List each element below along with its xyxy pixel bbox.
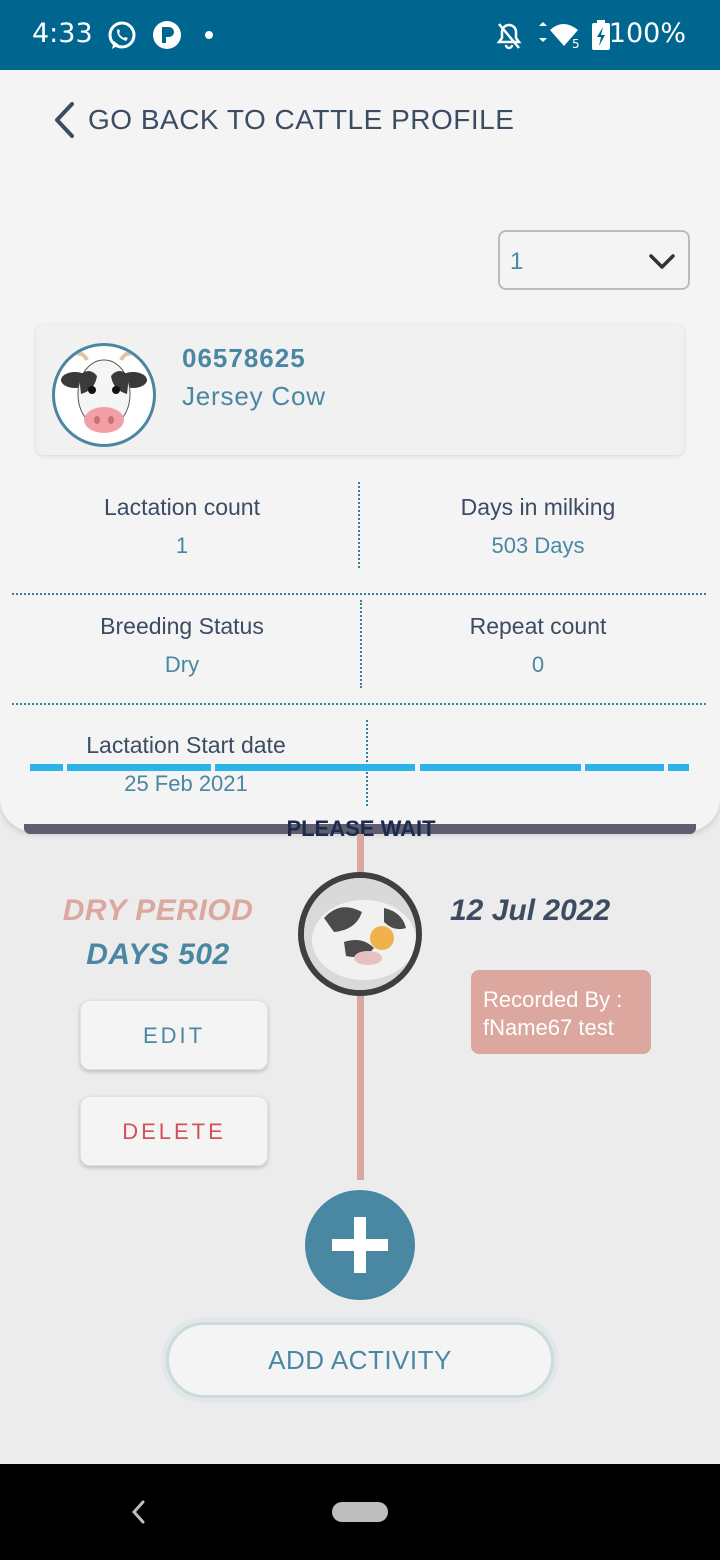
cattle-avatar	[52, 343, 156, 447]
edit-button[interactable]: EDIT	[80, 1000, 268, 1070]
notification-dot-icon	[205, 31, 213, 39]
mute-bell-icon	[496, 23, 522, 50]
recorded-by-badge: Recorded By : fName67 test	[471, 970, 651, 1054]
stats-divider-vertical	[366, 720, 368, 806]
repeat-count-label: Repeat count	[469, 613, 607, 639]
timeline-line	[357, 994, 364, 1180]
battery-level: 100%	[608, 18, 686, 49]
cattle-info-card: 06578625 Jersey Cow	[36, 325, 684, 455]
back-to-cattle-profile-link[interactable]: GO BACK TO CATTLE PROFILE	[50, 100, 514, 140]
breeding-status-label: Breeding Status	[100, 613, 264, 639]
repeat-count-value: 0	[531, 652, 545, 677]
cow-face-icon	[61, 351, 147, 433]
nav-back-icon[interactable]	[128, 1498, 148, 1526]
chevron-down-icon	[649, 254, 675, 269]
timeline-line	[357, 834, 364, 874]
progress-segment	[585, 764, 664, 771]
wifi-icon: 5	[539, 22, 580, 50]
stats-divider-vertical	[360, 600, 362, 688]
status-time: 4:33	[32, 18, 93, 49]
days-in-milking-value: 503 Days	[491, 533, 585, 558]
stats-divider-horizontal	[12, 593, 706, 595]
lactation-start-value: 25 Feb 2021	[124, 771, 248, 796]
progress-segment	[420, 764, 581, 771]
loading-bar	[24, 824, 696, 834]
cattle-breed: Jersey Cow	[182, 381, 326, 411]
add-activity-button[interactable]: ADD ACTIVITY	[166, 1322, 554, 1398]
lactation-count-label: Lactation count	[103, 494, 260, 520]
stats-divider-horizontal	[12, 703, 706, 705]
system-navigation-bar	[0, 1464, 720, 1560]
add-event-button[interactable]	[305, 1190, 415, 1300]
breeding-status-value: Dry	[164, 652, 200, 677]
days-in-milking-label: Days in milking	[460, 494, 616, 520]
cattle-id: 06578625	[182, 343, 306, 373]
lactation-count-value: 1	[175, 533, 189, 558]
whatsapp-icon	[108, 21, 136, 49]
status-bar: 4:33 5 100%	[0, 0, 720, 70]
lactation-start-label: Lactation Start date	[86, 732, 286, 758]
stats-divider-vertical	[358, 482, 360, 568]
delete-button[interactable]: DELETE	[80, 1096, 268, 1166]
battery-charging-icon	[592, 20, 610, 50]
progress-segment	[215, 764, 415, 771]
progress-segment	[30, 764, 63, 771]
event-date: 12 Jul 2022	[450, 894, 611, 927]
lactation-select-value: 1	[510, 248, 524, 275]
event-title-line1: DRY PERIOD	[62, 894, 254, 927]
svg-text:5: 5	[572, 37, 580, 50]
back-link-label: GO BACK TO CATTLE PROFILE	[88, 104, 515, 135]
nav-home-pill[interactable]	[332, 1502, 388, 1522]
progress-segment	[67, 764, 211, 771]
plus-icon	[332, 1217, 388, 1273]
progress-segment	[668, 764, 689, 771]
chevron-left-icon	[55, 102, 74, 138]
lactation-select[interactable]: 1	[498, 230, 690, 290]
app-p-icon	[153, 21, 181, 49]
dry-period-event-avatar	[298, 872, 422, 996]
event-title-line2: DAYS 502	[86, 938, 230, 971]
cow-icon	[304, 878, 416, 990]
